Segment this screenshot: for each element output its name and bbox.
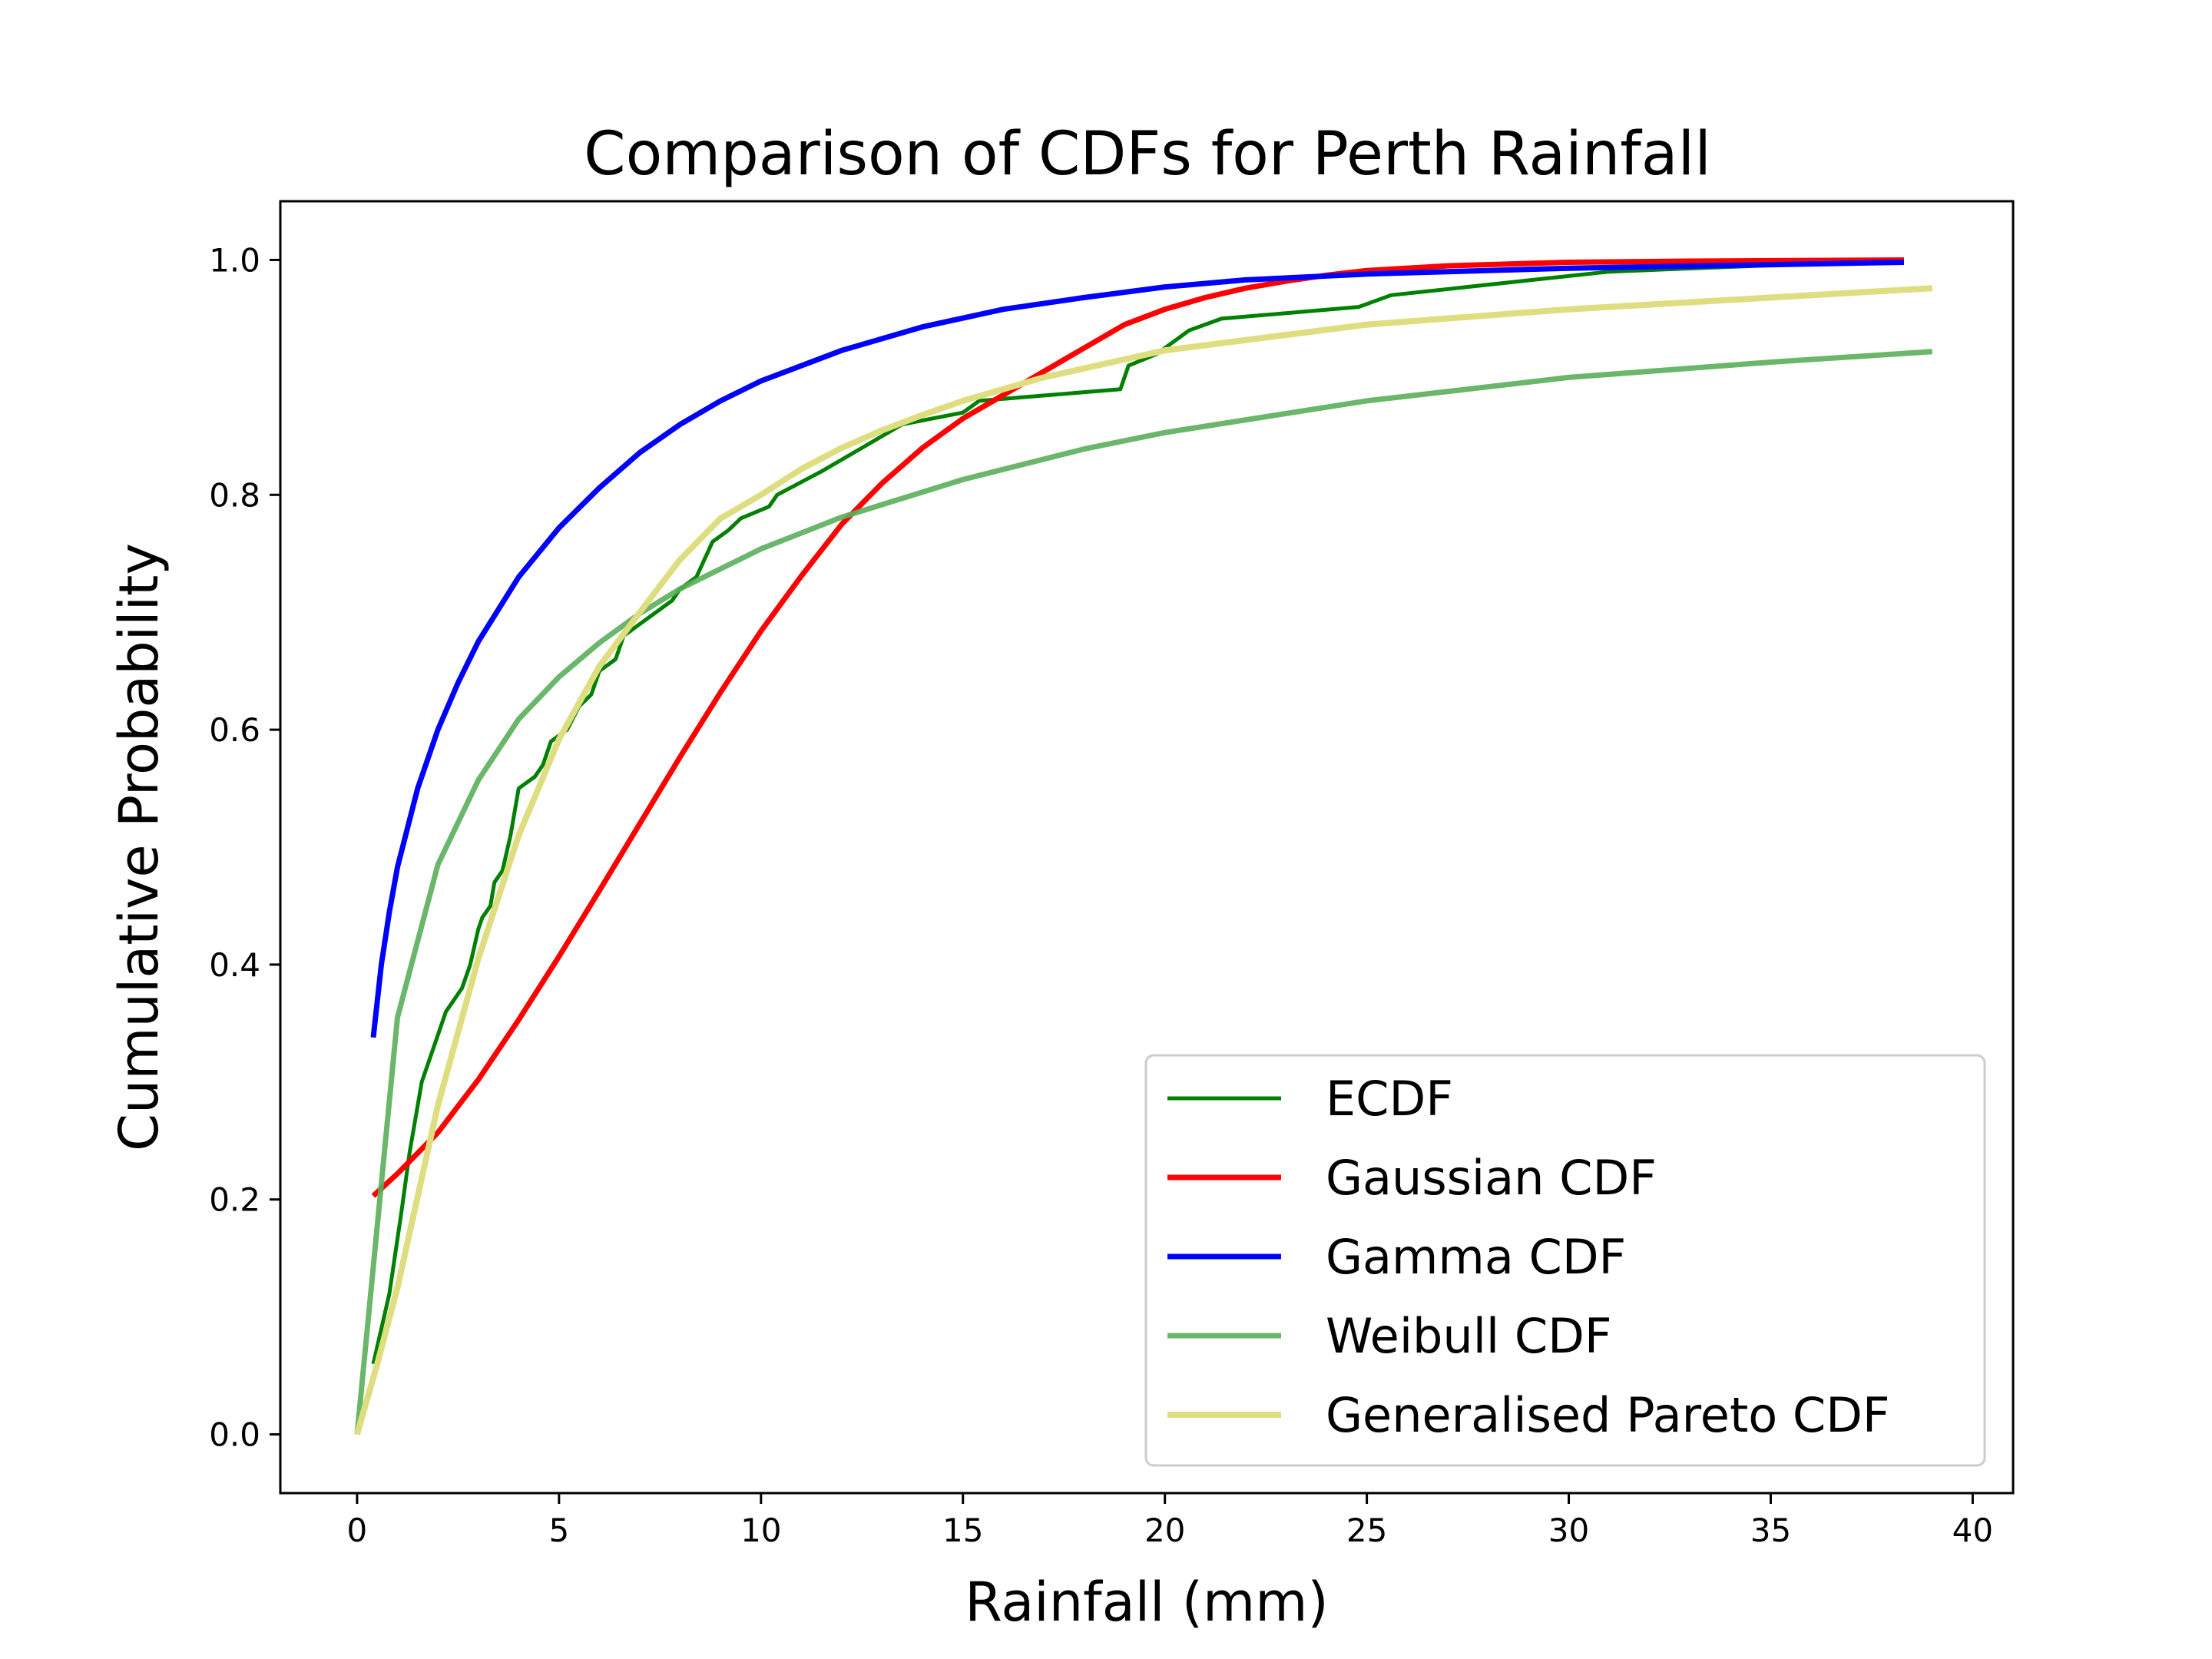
y-tick-label: 0.4	[209, 946, 260, 984]
legend-label: Gamma CDF	[1326, 1229, 1626, 1285]
y-tick-label: 0.0	[209, 1416, 260, 1454]
x-tick-label: 15	[942, 1512, 983, 1549]
series-layer	[354, 257, 1933, 1435]
x-axis-label: Rainfall (mm)	[965, 1571, 1329, 1634]
series-line-ecdf	[371, 258, 1905, 1365]
x-tick-label: 30	[1548, 1512, 1589, 1549]
y-axis: 0.0 0.2 0.4 0.6 0.8 1.0	[209, 241, 280, 1454]
x-tick-label: 20	[1144, 1512, 1185, 1549]
y-tick-label: 0.2	[209, 1181, 260, 1219]
y-tick-label: 0.8	[209, 476, 260, 514]
x-tick-label: 25	[1346, 1512, 1387, 1549]
y-axis-label: Cumulative Probability	[108, 543, 171, 1151]
x-tick-label: 40	[1952, 1512, 1993, 1549]
legend: ECDF Gaussian CDF Gamma CDF Weibull CDF Gene…	[1144, 1054, 1986, 1467]
x-axis: 0 5 10 15 20 25 30 35 40	[347, 1493, 1993, 1549]
legend-label: Generalised Pareto CDF	[1326, 1387, 1890, 1443]
chart-title: Comparison of CDFs for Perth Rainfall	[584, 120, 1711, 189]
series-line-generalised-pareto-cdf	[354, 285, 1933, 1435]
legend-label: Weibull CDF	[1326, 1308, 1612, 1364]
y-tick-label: 0.6	[209, 711, 260, 749]
legend-label: Gaussian CDF	[1326, 1150, 1657, 1206]
plot-frame	[279, 200, 2015, 1495]
x-tick-label: 35	[1750, 1512, 1791, 1549]
y-tick-label: 1.0	[209, 241, 260, 279]
plot-area	[279, 200, 2015, 1495]
legend-box	[1144, 1054, 1986, 1467]
x-tick-label: 5	[548, 1512, 569, 1549]
x-tick-label: 0	[347, 1512, 368, 1549]
x-tick-label: 10	[740, 1512, 781, 1549]
series-line-weibull-cdf	[354, 349, 1933, 1435]
legend-items: ECDF Gaussian CDF Gamma CDF Weibull CDF Gene…	[1167, 1071, 1890, 1443]
legend-label: ECDF	[1326, 1071, 1453, 1127]
series-line-gamma-cdf	[370, 260, 1905, 1038]
